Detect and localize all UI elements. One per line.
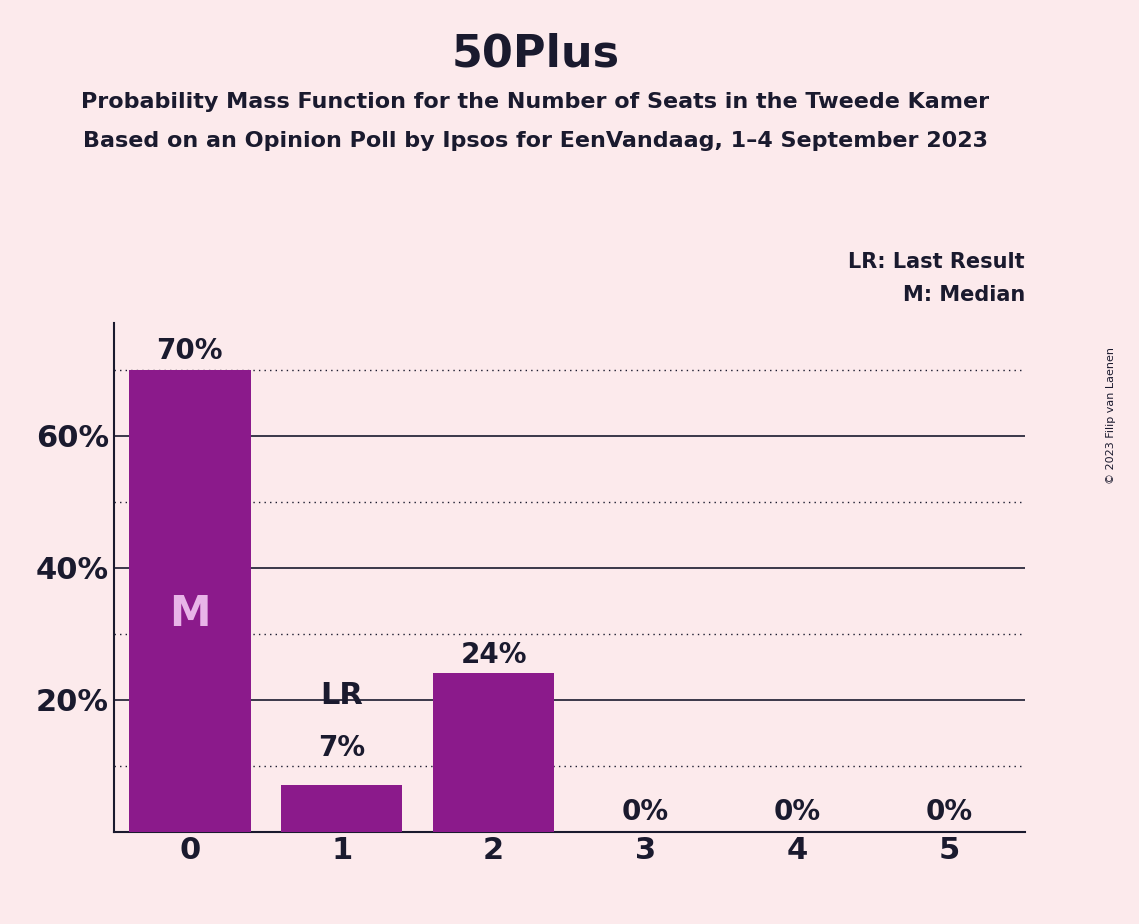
Bar — [433, 674, 555, 832]
Text: 0%: 0% — [926, 798, 973, 826]
Text: 0%: 0% — [773, 798, 821, 826]
Bar — [281, 785, 402, 832]
Text: M: Median: M: Median — [903, 286, 1025, 305]
Text: 24%: 24% — [460, 640, 527, 669]
Text: LR: Last Result: LR: Last Result — [849, 252, 1025, 273]
Text: 0%: 0% — [622, 798, 669, 826]
Text: 50Plus: 50Plus — [451, 32, 620, 76]
Text: Based on an Opinion Poll by Ipsos for EenVandaag, 1–4 September 2023: Based on an Opinion Poll by Ipsos for Ee… — [83, 131, 988, 152]
Text: LR: LR — [320, 680, 363, 710]
Text: M: M — [169, 593, 211, 635]
Text: 70%: 70% — [156, 337, 223, 365]
Text: © 2023 Filip van Laenen: © 2023 Filip van Laenen — [1106, 347, 1115, 484]
Bar — [129, 370, 251, 832]
Text: Probability Mass Function for the Number of Seats in the Tweede Kamer: Probability Mass Function for the Number… — [81, 92, 990, 113]
Text: 7%: 7% — [318, 735, 366, 762]
